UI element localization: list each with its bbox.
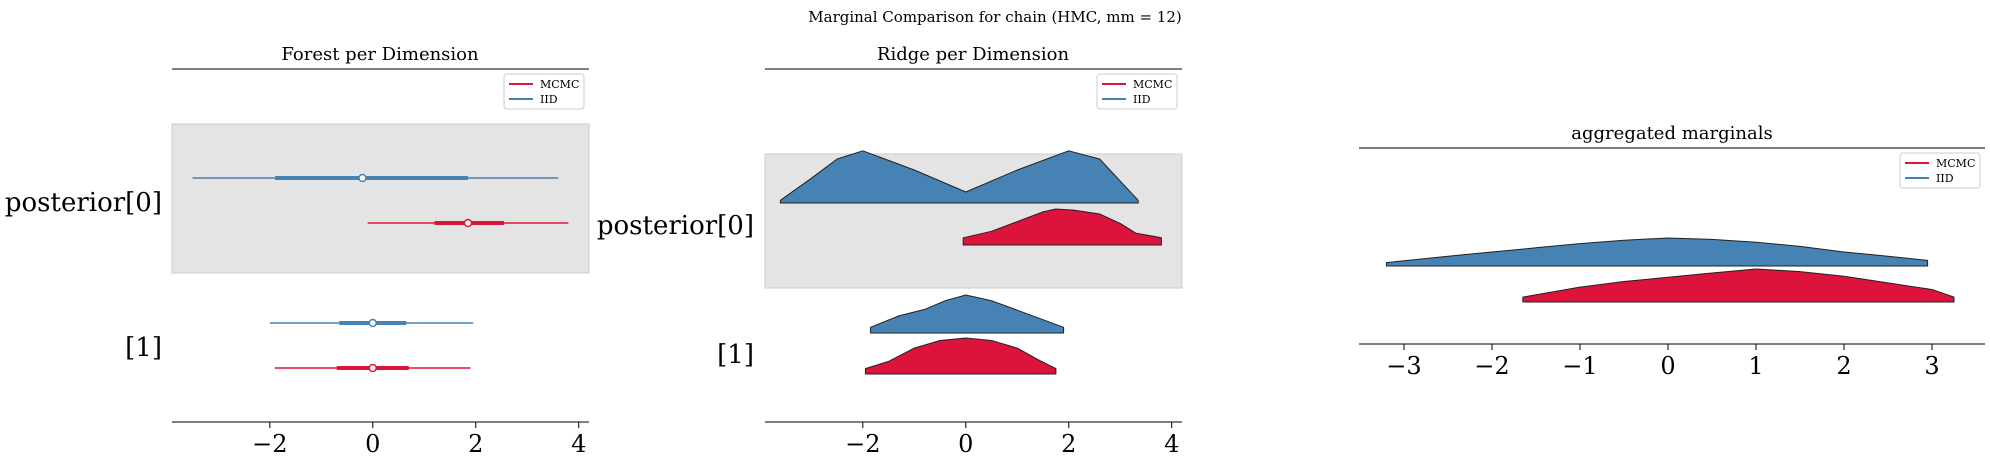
ridge-row-label: [1]: [717, 340, 754, 370]
ridge-panel: Ridge per Dimension posterior[0] [1] −2 0 2…: [597, 44, 1183, 458]
ridge-x-tick-label: −2: [845, 430, 880, 458]
forest-mcmc-median-point: [368, 363, 378, 373]
forest-legend-frame: [503, 73, 585, 110]
forest-x-tick-label: −2: [252, 430, 287, 458]
aggregated-x-tick-label: −1: [1562, 352, 1597, 380]
ridge-mcmc-density: [864, 337, 1057, 375]
aggregated-iid-density: [1385, 237, 1929, 267]
ridge-row-label: posterior[0]: [597, 211, 754, 241]
aggregated-x-tick-label: −3: [1386, 352, 1421, 380]
forest-x-tick-label: 4: [571, 430, 586, 458]
ridge-iid-density: [779, 150, 1139, 204]
aggregated-legend-label-mcmc: MCMC: [1936, 157, 1975, 170]
forest-panel-title: Forest per Dimension: [281, 44, 479, 65]
ridge-x-tick-label: 4: [1164, 430, 1179, 458]
forest-iid-median-point: [368, 318, 378, 328]
forest-iid-median-point: [358, 173, 367, 183]
forest-legend-label-mcmc: MCMC: [540, 78, 579, 91]
forest-legend-label-iid: IID: [540, 93, 558, 106]
ridge-legend-frame: [1096, 73, 1178, 110]
ridge-panel-title: Ridge per Dimension: [877, 44, 1070, 65]
aggregated-legend-label-iid: IID: [1936, 172, 1954, 185]
figure-title: Marginal Comparison for chain (HMC, mm =…: [808, 8, 1181, 26]
aggregated-x-tick-label: 0: [1660, 352, 1675, 380]
forest-row-label: posterior[0]: [5, 188, 162, 218]
forest-panel: Forest per Dimension posterior[0] [1] −2 0…: [5, 44, 590, 458]
ridge-x-tick-label: 2: [1061, 430, 1076, 458]
aggregated-mcmc-density: [1522, 268, 1955, 303]
forest-row-label: [1]: [125, 333, 162, 363]
aggregated-legend: MCMC IID: [1899, 152, 1981, 189]
ridge-legend: MCMC IID: [1096, 73, 1178, 110]
ridge-legend-label-iid: IID: [1133, 93, 1151, 106]
aggregated-x-tick-label: 2: [1836, 352, 1851, 380]
ridge-iid-density: [870, 294, 1065, 334]
aggregated-panel: aggregated marginals −3 −2 −1 0 1 2 3 MCMC IID: [1359, 123, 1985, 380]
forest-x-tick-label: 0: [365, 430, 380, 458]
aggregated-x-tick-label: 3: [1924, 352, 1939, 380]
ridge-mcmc-density: [962, 208, 1162, 246]
forest-highlight-band: [171, 123, 590, 274]
ridge-legend-label-mcmc: MCMC: [1133, 78, 1172, 91]
forest-x-tick-label: 2: [468, 430, 483, 458]
aggregated-panel-title: aggregated marginals: [1571, 123, 1772, 144]
ridge-x-tick-label: 0: [958, 430, 973, 458]
forest-mcmc-median-point: [463, 218, 473, 228]
aggregated-legend-frame: [1899, 152, 1981, 189]
forest-legend: MCMC IID: [503, 73, 585, 110]
aggregated-x-tick-label: −2: [1474, 352, 1509, 380]
aggregated-x-tick-label: 1: [1748, 352, 1763, 380]
